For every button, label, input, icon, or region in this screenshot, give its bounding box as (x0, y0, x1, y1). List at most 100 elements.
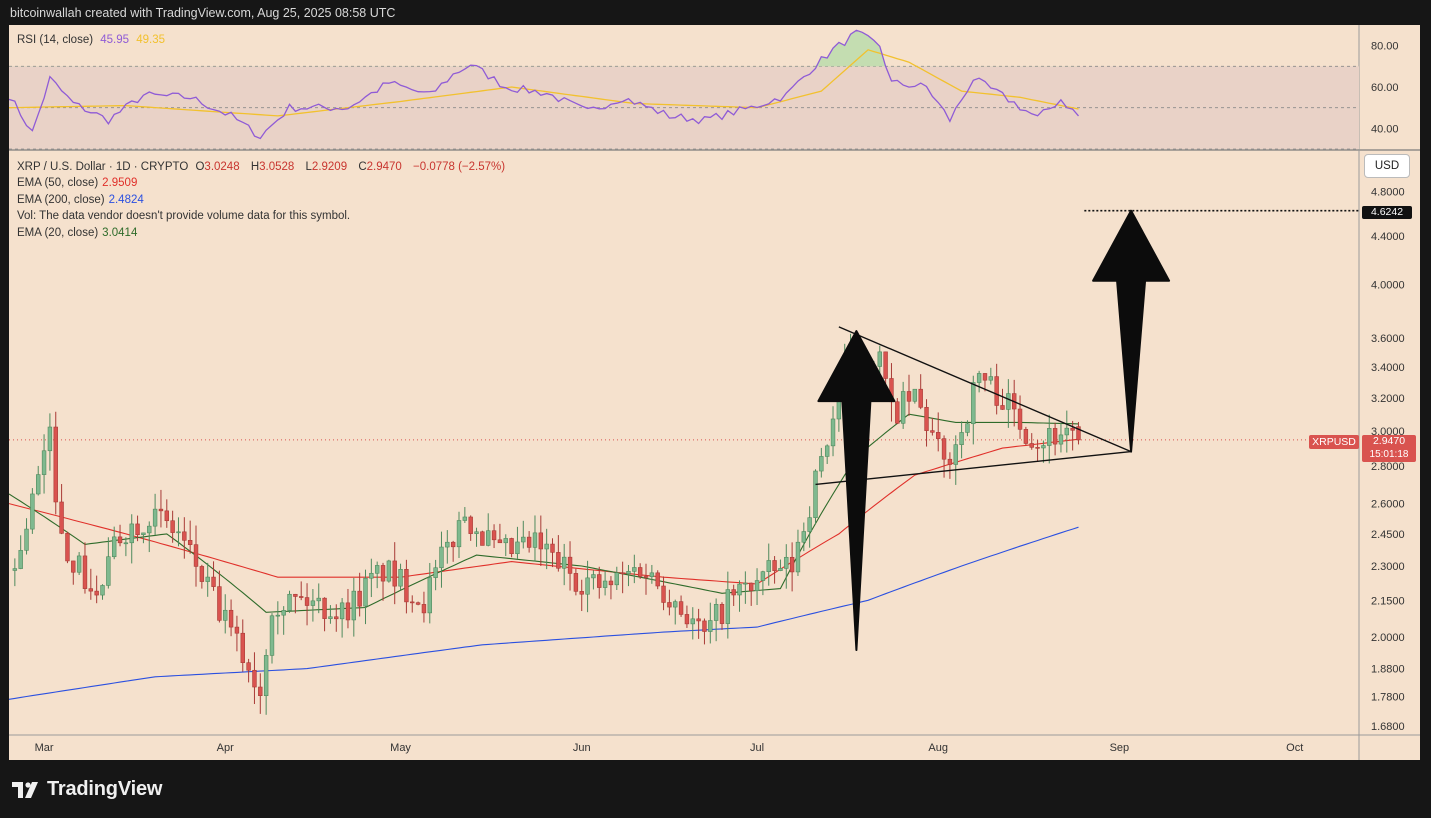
rsi-ma-line (9, 49, 1079, 117)
candle (515, 526, 520, 559)
low-value: L2.9209 (305, 161, 348, 173)
candle (749, 582, 754, 606)
price-tick-label: 2.6000 (1371, 499, 1405, 511)
candle (819, 447, 824, 478)
candle (702, 618, 707, 645)
candle (930, 417, 935, 436)
candle (193, 525, 199, 587)
time-tick-label: Sep (1110, 742, 1130, 754)
candle (474, 527, 479, 547)
candle (591, 570, 596, 590)
candle (801, 522, 807, 552)
candle (509, 537, 514, 558)
candle (673, 599, 678, 625)
candle (164, 499, 169, 528)
target-price-label: 4.6242 (1362, 206, 1412, 219)
rsi-legend-ma-value: 49.35 (136, 34, 166, 46)
candle (895, 398, 900, 425)
rsi-legend-label: RSI (14, close) (17, 34, 94, 46)
candle (678, 595, 684, 617)
candle (111, 526, 117, 560)
candle (486, 513, 491, 547)
candle (258, 673, 263, 714)
candle (643, 563, 649, 595)
time-tick-label: May (390, 742, 411, 754)
price-tick-label: 2.4500 (1371, 529, 1405, 541)
candle (1029, 433, 1034, 450)
candle (830, 406, 836, 457)
candle (462, 507, 468, 523)
candle (433, 559, 438, 591)
candle (1006, 379, 1011, 428)
candle (369, 558, 374, 598)
tradingview-logo-icon (12, 781, 38, 798)
candle (971, 375, 976, 445)
candle (18, 535, 23, 570)
candle (982, 373, 988, 392)
time-tick-label: Oct (1286, 742, 1303, 754)
ohlc-row: XRP / U.S. Dollar · 1D · CRYPTO O3.0248 … (17, 159, 509, 175)
candle (293, 593, 298, 614)
candle (912, 388, 918, 404)
price-tick-label: 1.8800 (1371, 664, 1405, 676)
price-tick-label: 1.7800 (1371, 691, 1405, 703)
candle (649, 564, 655, 584)
bullish-arrow (817, 330, 896, 652)
candle (760, 570, 766, 596)
time-tick-label: Aug (928, 742, 948, 754)
candle (82, 542, 88, 594)
candle (994, 363, 999, 415)
price-tick-label: 3.2000 (1371, 393, 1405, 405)
candle (269, 613, 275, 664)
candle (363, 569, 368, 625)
candle (1000, 388, 1005, 410)
rsi-legend: RSI (14, close) 45.95 49.35 (17, 34, 169, 46)
candle (918, 374, 923, 410)
candle (1017, 395, 1023, 439)
rsi-tick-label: 40.00 (1371, 123, 1399, 135)
chart-frame[interactable]: 80.00 60.00 40.00 4.8000 4.4000 4.0000 3.6000 3… (9, 25, 1420, 760)
candle (503, 534, 508, 557)
candle (252, 652, 257, 705)
tradingview-logo[interactable]: TradingView (12, 778, 162, 801)
candle (1041, 440, 1046, 463)
candle (959, 421, 964, 459)
candle (953, 435, 958, 485)
candle (41, 434, 47, 494)
currency-selector[interactable]: USD (1364, 154, 1410, 178)
candle (456, 511, 462, 559)
candle (976, 370, 982, 393)
candle (187, 520, 193, 554)
candle (988, 367, 994, 385)
candle (234, 615, 240, 652)
chart-canvas[interactable]: 80.00 60.00 40.00 4.8000 4.4000 4.0000 3.6000 3… (9, 25, 1420, 760)
candle (328, 605, 333, 624)
candle (211, 561, 216, 591)
candle (36, 465, 41, 496)
candle (719, 602, 725, 630)
time-tick-label: Apr (217, 742, 234, 754)
candle (585, 560, 590, 613)
rsi-legend-value: 45.95 (100, 34, 130, 46)
candle (497, 523, 503, 544)
candle (47, 413, 53, 471)
candle (374, 561, 380, 589)
candle (936, 412, 941, 452)
candle (1023, 426, 1029, 446)
candle (538, 515, 544, 566)
rsi-line (9, 29, 1079, 140)
candle (766, 543, 771, 586)
candle (713, 598, 719, 642)
candle (246, 658, 251, 683)
candle (415, 601, 421, 606)
candle (784, 544, 789, 589)
candle (608, 576, 614, 600)
open-value: O3.0248 (195, 161, 240, 173)
time-tick-label: Jul (750, 742, 764, 754)
candle (789, 542, 795, 592)
price-tick-label: 2.0000 (1371, 632, 1405, 644)
price-tick-label: 4.4000 (1371, 231, 1405, 243)
bullish-arrow (1092, 209, 1171, 453)
candle (30, 488, 35, 534)
candle (316, 583, 321, 614)
